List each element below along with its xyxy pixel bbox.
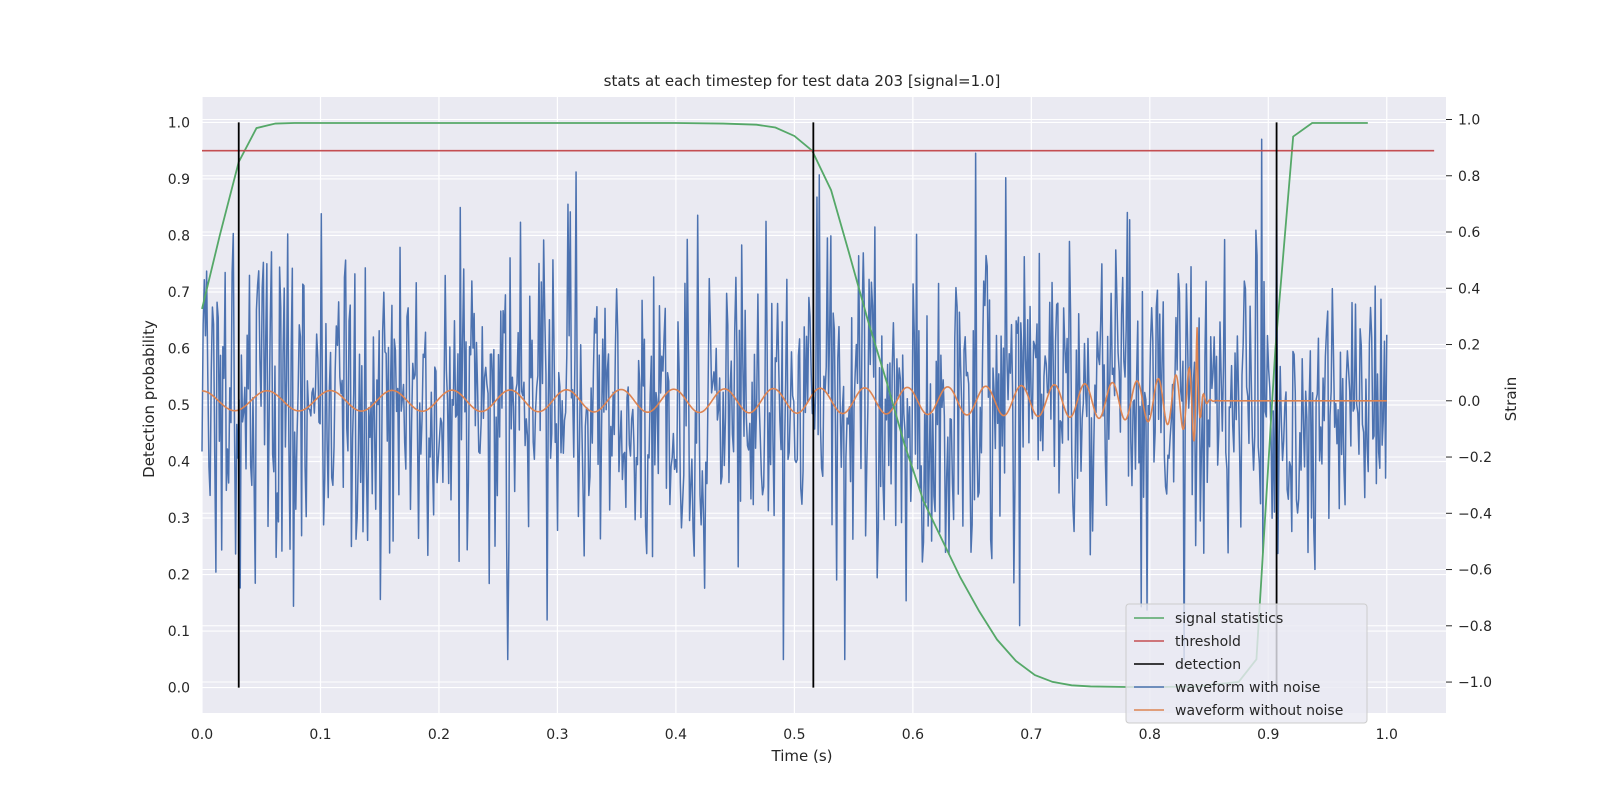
y-tick-label: 0.7 — [168, 285, 190, 301]
legend-label-threshold: threshold — [1175, 634, 1241, 650]
y-tick-label: 0.5 — [168, 398, 190, 414]
x-tick-label: 1.0 — [1376, 727, 1398, 743]
grid-lines — [201, 97, 1446, 713]
legend-label-detection: detection — [1175, 657, 1241, 673]
y2-tick-label: 0.6 — [1458, 225, 1480, 241]
y2-tick-label: −0.6 — [1458, 563, 1492, 579]
y-tick-label: 0.9 — [168, 172, 190, 188]
y2-tick-label: −0.2 — [1458, 450, 1492, 466]
y2-tick-label: 0.0 — [1458, 394, 1480, 410]
x-tick-label: 0.5 — [783, 727, 805, 743]
y-tick-label: 0.1 — [168, 624, 190, 640]
x-tick-label: 0.0 — [191, 727, 213, 743]
x-tick-label: 0.8 — [1139, 727, 1161, 743]
chart-title: stats at each timestep for test data 203… — [604, 72, 1001, 90]
legend-label-signal-statistics: signal statistics — [1175, 611, 1283, 627]
x-tick-label: 0.4 — [665, 727, 687, 743]
noise-waveform-layer — [201, 138, 1388, 661]
y2-tick-label: −0.4 — [1458, 506, 1492, 522]
y2-tick-label: 0.4 — [1458, 281, 1480, 297]
y2-tick-label: −1.0 — [1458, 675, 1492, 691]
waveform-without-noise-line — [201, 327, 1387, 442]
axes-layer: 0.0 0.1 0.2 0.3 0.4 0.5 0.6 0.7 0.8 0.9 1.0 0.0 0.1 0… — [168, 113, 1492, 743]
x-tick-label: 0.7 — [1020, 727, 1042, 743]
legend-label-waveform-without-noise: waveform without noise — [1175, 703, 1343, 719]
x-tick-label: 0.9 — [1257, 727, 1279, 743]
y-tick-label: 0.2 — [168, 568, 190, 584]
detection-layer — [237, 122, 1278, 688]
x-axis-title: Time (s) — [771, 747, 833, 765]
legend-label-waveform-with-noise: waveform with noise — [1175, 680, 1320, 696]
x-tick-label: 0.3 — [546, 727, 568, 743]
x-tick-label: 0.2 — [428, 727, 450, 743]
y-tick-label: 0.6 — [168, 341, 190, 357]
x-tick-label: 0.6 — [902, 727, 924, 743]
y-tick-label: 0.8 — [168, 228, 190, 244]
y-tick-label: 0.0 — [168, 681, 190, 697]
clean-waveform-layer — [201, 327, 1387, 442]
y-tick-label: 0.4 — [168, 455, 190, 471]
y2-tick-label: 0.8 — [1458, 169, 1480, 185]
y2-tick-label: −0.8 — [1458, 619, 1492, 635]
y-axis-title: Detection probability — [140, 320, 158, 478]
x-tick-label: 0.1 — [309, 727, 331, 743]
y-tick-label: 1.0 — [168, 115, 190, 131]
y-tick-label: 0.3 — [168, 511, 190, 527]
waveform-with-noise-line — [201, 138, 1388, 661]
legend: signal statistics threshold detection wa… — [1125, 603, 1368, 724]
y2-tick-label: 0.2 — [1458, 338, 1480, 354]
y2-axis-title: Strain — [1502, 377, 1520, 421]
legend-box — [1125, 603, 1368, 724]
y2-tick-label: 1.0 — [1458, 113, 1480, 129]
